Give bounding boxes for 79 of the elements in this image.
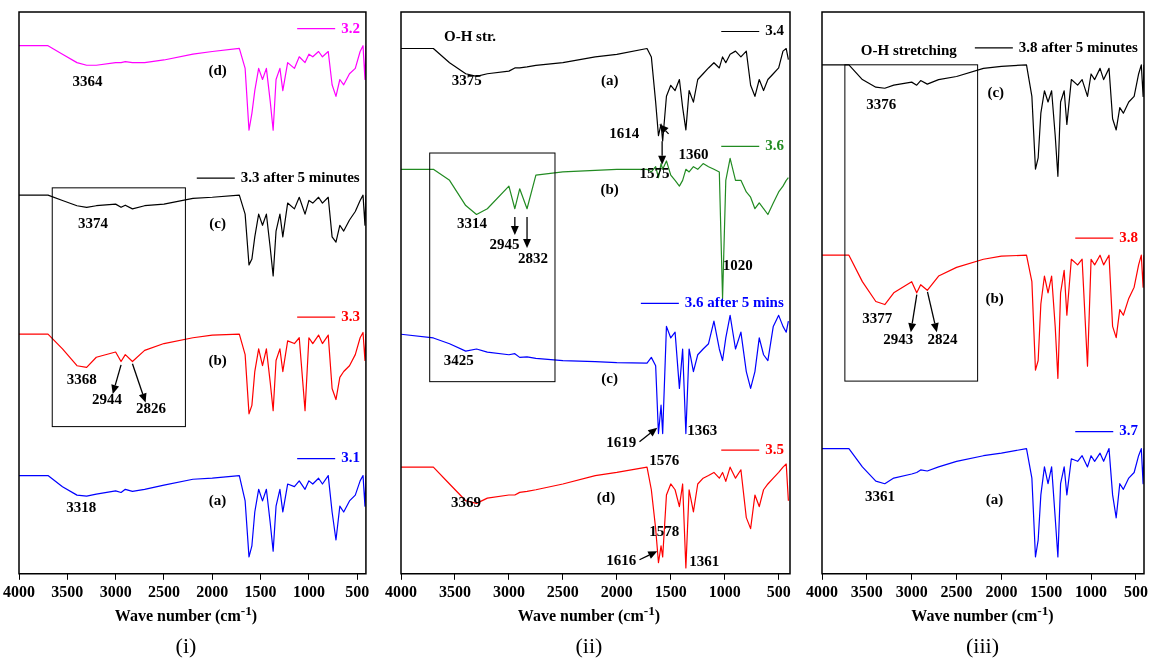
x-tick-label: 3000 [492, 582, 525, 600]
annotation: (d) [596, 489, 616, 507]
annotation: 3361 [865, 488, 896, 505]
legend-label: 3.8 [1119, 229, 1138, 246]
legend-label: 3.6 after 5 mins [684, 294, 784, 311]
annotation: (b) [600, 180, 619, 198]
text: (i) [174, 633, 198, 659]
annotation: 3369 [450, 494, 481, 511]
annotation: 3374 [78, 214, 109, 231]
annotation: 3377 [862, 309, 893, 326]
x-tick-label: 4000 [385, 582, 417, 600]
x-tick-label: 3500 [438, 582, 471, 600]
x-tick-label: 3000 [895, 582, 928, 600]
annotation: (a) [208, 492, 227, 510]
annotation: 2944 [91, 390, 123, 407]
x-tick-label: 1500 [244, 582, 277, 600]
annotation: 1619 [606, 434, 637, 451]
x-tick-label: 2500 [546, 582, 579, 600]
x-axis-title: Wave number (cm$^{-1}$) [113, 603, 259, 626]
annotation: 1020 [722, 256, 753, 273]
annotation: 2832 [517, 250, 548, 267]
annotation: 1360 [678, 146, 709, 163]
x-tick-label: 4000 [806, 582, 838, 600]
annotation: 1361 [689, 553, 720, 570]
x-tick-label: 1000 [708, 582, 741, 600]
text: (ii) [574, 633, 604, 659]
annotation: 1616 [606, 551, 637, 568]
x-tick-label: 500 [345, 582, 370, 600]
legend-label: 3.5 [765, 441, 784, 458]
annotation: 2945 [489, 236, 520, 253]
annotation: 1576 [649, 452, 680, 469]
annotation: 2943 [883, 330, 914, 347]
annotation: (c) [601, 370, 619, 388]
annotation: 1363 [687, 421, 718, 438]
legend-label: 3.3 [341, 307, 360, 324]
legend-label: 3.1 [341, 449, 360, 466]
x-tick-label: 2000 [600, 582, 633, 600]
x-tick-label: 500 [1123, 582, 1148, 600]
x-tick-label: 1500 [1030, 582, 1063, 600]
legend-label: 3.8 after 5 minutes [1018, 38, 1138, 55]
text: O-H stretching [860, 41, 958, 58]
annotation: 3375 [451, 71, 482, 88]
x-tick-label: 3000 [99, 582, 132, 600]
annotation: 1614 [609, 124, 640, 141]
x-tick-label: 1000 [292, 582, 325, 600]
annotation: 3364 [72, 73, 104, 90]
x-tick-label: 1000 [1075, 582, 1108, 600]
annotation: 3314 [456, 214, 488, 231]
annotation: (c) [987, 84, 1005, 102]
annotation: 2826 [136, 399, 167, 416]
annotation: (d) [208, 61, 227, 79]
x-axis-title: Wave number (cm$^{-1}$) [516, 603, 662, 626]
x-axis-title: Wave number (cm$^{-1}$) [910, 603, 1055, 626]
legend-label: 3.2 [341, 19, 360, 36]
x-tick-label: 1500 [654, 582, 687, 600]
legend-label: 3.3 after 5 minutes [240, 169, 360, 186]
annotation: (a) [600, 71, 619, 89]
annotation: 3368 [66, 370, 97, 387]
annotation: (a) [985, 491, 1004, 509]
x-tick-label: 3500 [51, 582, 84, 600]
x-tick-label: 2500 [147, 582, 180, 600]
annotation: 2824 [927, 330, 958, 347]
text: O-H str. [443, 28, 497, 45]
text: (iii) [965, 633, 1000, 659]
x-tick-label: 4000 [3, 582, 35, 600]
legend-label: 3.7 [1119, 422, 1139, 439]
annotation: (c) [209, 214, 226, 232]
x-tick-label: 500 [766, 582, 791, 600]
x-tick-label: 2500 [940, 582, 973, 600]
annotation: (b) [208, 351, 227, 369]
x-tick-label: 2000 [196, 582, 229, 600]
annotation: 3318 [66, 498, 97, 515]
annotation: (b) [985, 289, 1004, 307]
x-tick-label: 2000 [985, 582, 1018, 600]
annotation: 3425 [443, 352, 474, 369]
legend-label: 3.4 [765, 22, 785, 39]
x-tick-label: 3500 [850, 582, 883, 600]
annotation: 3376 [866, 95, 897, 112]
legend-label: 3.6 [765, 137, 785, 154]
